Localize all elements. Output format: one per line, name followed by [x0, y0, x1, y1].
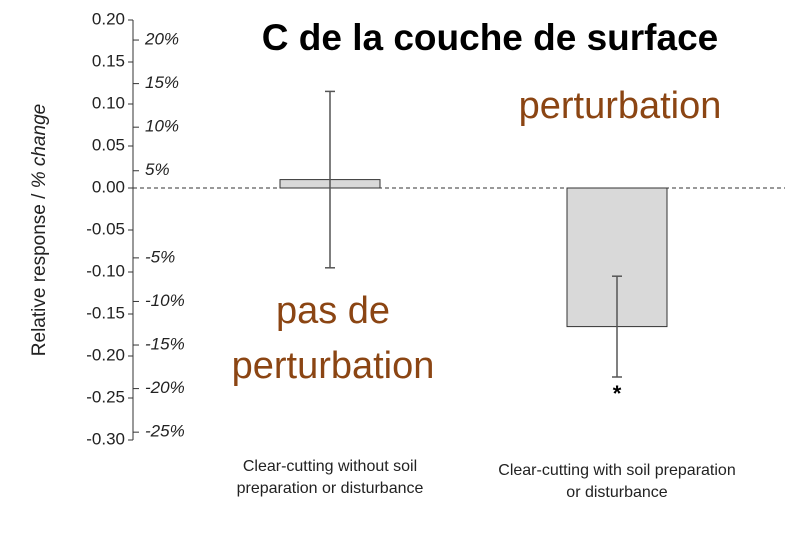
y-axis-label-part: % change — [29, 104, 50, 189]
annotation: pas de — [276, 290, 390, 332]
y-tick-label: -0.05 — [86, 219, 125, 238]
annotation: perturbation — [519, 85, 722, 127]
y-tick-label: -0.10 — [86, 261, 125, 280]
x-tick-label: Clear-cutting with soil preparation or d… — [498, 462, 736, 501]
x-tick-label: Clear-cutting without soil preparation o… — [236, 458, 424, 497]
y2-tick-label: -10% — [145, 291, 185, 310]
y2-tick-label: -20% — [145, 378, 185, 397]
y2-tick-label: 15% — [145, 73, 179, 92]
y2-tick-label: -5% — [145, 247, 175, 266]
annotation: perturbation — [232, 345, 435, 387]
y-axis-label: Relative response / % change — [29, 104, 50, 356]
y-tick-label: 0.20 — [92, 9, 125, 28]
y-tick-label: 0.00 — [92, 177, 125, 196]
y2-tick-label: -25% — [145, 422, 185, 441]
y2-tick-label: 10% — [145, 117, 179, 136]
y2-tick-label: 5% — [145, 160, 170, 179]
chart-title: C de la couche de surface — [262, 17, 719, 58]
y-tick-label: 0.05 — [92, 135, 125, 154]
y-tick-label: -0.25 — [86, 387, 125, 406]
annotation: * — [613, 381, 622, 406]
y-tick-label: -0.30 — [86, 429, 125, 448]
y2-tick-label: -15% — [145, 335, 185, 354]
y-tick-label: 0.15 — [92, 51, 125, 70]
y2-tick-label: 20% — [144, 30, 179, 49]
y-tick-label: -0.15 — [86, 303, 125, 322]
y-axis-label-part: Relative response / — [29, 188, 50, 356]
y-tick-label: -0.20 — [86, 345, 125, 364]
y-tick-label: 0.10 — [92, 93, 125, 112]
